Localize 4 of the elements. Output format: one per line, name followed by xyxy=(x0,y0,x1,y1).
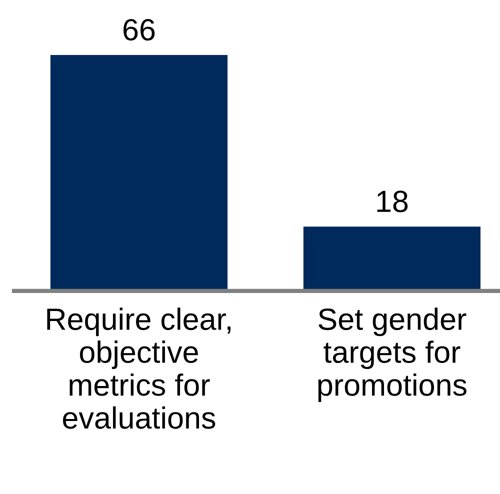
data-label: 66 xyxy=(124,18,155,41)
x-tick-label: Require clear, objective metrics for evaluations xyxy=(47,308,231,429)
x-tick-label: Set gender targets for promotions xyxy=(318,308,466,402)
data-label: 18 xyxy=(377,190,408,212)
